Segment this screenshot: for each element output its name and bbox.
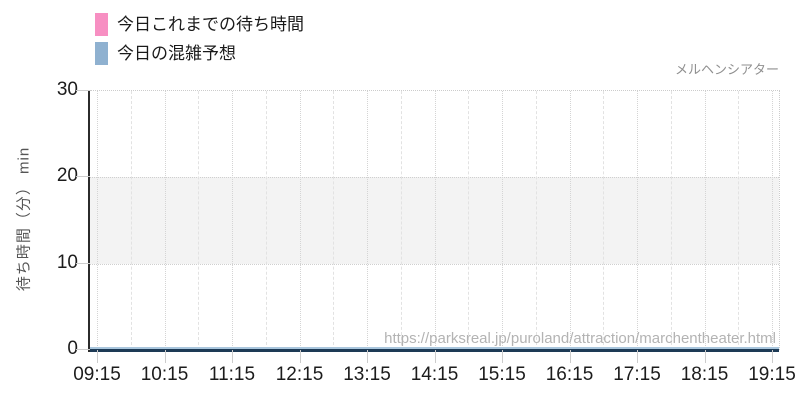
x-tick-mark-11:15 [232, 350, 233, 363]
vgridline-16 [637, 91, 638, 350]
vgridline-9 [400, 91, 402, 350]
legend-swatch-forecast [95, 42, 108, 65]
y-tick-mark-0 [76, 349, 90, 350]
vgridline-11 [468, 91, 470, 350]
vgridline-15 [603, 91, 605, 350]
y-tick-mark-30 [76, 90, 90, 91]
x-tick-mark-10:15 [164, 350, 166, 363]
x-tick-label-17:15: 17:15 [613, 364, 661, 385]
x-tick-label-13:15: 13:15 [343, 364, 391, 385]
legend-label-actual-wait: 今日これまでの待ち時間 [117, 15, 304, 34]
x-tick-label-09:15: 09:15 [73, 364, 121, 385]
x-tick-label-12:15: 12:15 [275, 364, 324, 385]
x-tick-label-10:15: 10:15 [140, 364, 189, 385]
x-tick-label-11:15: 11:15 [208, 364, 256, 385]
x-tick-mark-13:15 [367, 350, 368, 363]
x-tick-label-14:15: 14:15 [410, 364, 459, 385]
x-tick-mark-12:15 [299, 350, 301, 363]
y-axis-line [88, 90, 90, 352]
x-tick-label-19:15: 19:15 [748, 364, 796, 385]
legend: 今日これまでの待ち時間 今日の混雑予想 [95, 13, 304, 71]
vgridline-5 [265, 91, 267, 350]
y-tick-mark-20 [76, 176, 90, 178]
vgridline-13 [535, 91, 537, 350]
vgridline-1 [130, 91, 132, 350]
legend-swatch-actual-wait [95, 13, 108, 36]
vgridline-2 [164, 91, 166, 350]
x-tick-mark-18:15 [704, 350, 706, 363]
x-tick-label-18:15: 18:15 [680, 364, 729, 385]
x-tick-mark-15:15 [502, 350, 503, 363]
vgridline-20 [772, 91, 773, 350]
vgridline-7 [333, 91, 335, 350]
vgridline-10 [434, 91, 436, 350]
vgridline-14 [569, 91, 571, 350]
vgridline-12 [502, 91, 503, 350]
vgridline-4 [232, 91, 233, 350]
y-tick-label-30: 30 [56, 79, 78, 100]
legend-label-forecast: 今日の混雑予想 [117, 44, 236, 63]
y-tick-label-10: 10 [56, 251, 78, 273]
x-axis-line [88, 349, 779, 352]
watermark-url: https://parksreal.jp/puroland/attraction… [384, 330, 776, 347]
chart-title: メルヘンシアター [674, 62, 779, 77]
legend-item-forecast: 今日の混雑予想 [95, 42, 304, 65]
vgridline-19 [738, 91, 740, 350]
legend-item-actual-wait: 今日これまでの待ち時間 [95, 13, 304, 36]
plot-area: https://parksreal.jp/puroland/attraction… [88, 90, 780, 352]
x-tick-mark-16:15 [569, 350, 571, 363]
vgridline-0 [97, 91, 98, 350]
x-tick-mark-19:15 [772, 350, 773, 363]
vgridline-8 [367, 91, 368, 350]
x-tick-mark-14:15 [434, 350, 436, 363]
x-tick-mark-09:15 [97, 350, 98, 363]
x-tick-label-16:15: 16:15 [545, 364, 594, 385]
vgridline-6 [299, 91, 301, 350]
vgridline-17 [670, 91, 672, 350]
vgridline-18 [704, 91, 706, 350]
y-tick-label-0: 0 [67, 338, 78, 359]
x-tick-mark-17:15 [637, 350, 638, 363]
y-tick-label-20: 20 [56, 165, 78, 187]
y-tick-mark-10 [76, 262, 90, 264]
x-tick-label-15:15: 15:15 [478, 364, 526, 385]
forecast-line [89, 347, 779, 349]
vgridline-3 [198, 91, 200, 350]
